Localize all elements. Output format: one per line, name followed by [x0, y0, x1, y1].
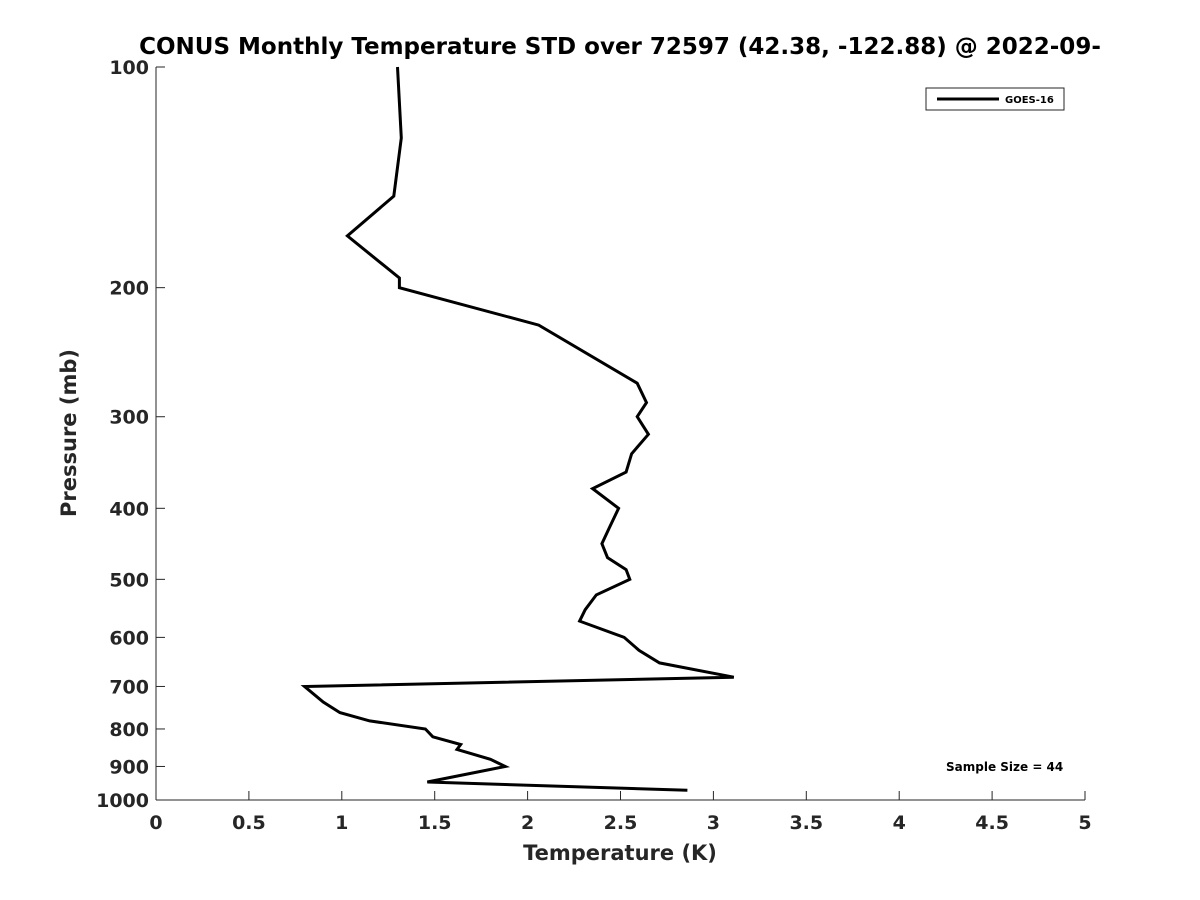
chart-title: CONUS Monthly Temperature STD over 72597… [139, 34, 1101, 60]
y-axis: 100 200 300 400 500 600 700 800 900 1000 [96, 57, 165, 812]
y-tick-label: 400 [109, 498, 149, 520]
y-tick-label: 800 [109, 719, 149, 741]
x-tick-label: 4.5 [975, 812, 1009, 834]
legend: GOES-16 [925, 87, 1065, 111]
x-tick-label: 5 [1078, 812, 1091, 834]
x-axis-label: Temperature (K) [523, 841, 717, 865]
y-tick-label: 900 [109, 756, 149, 778]
x-tick-label: 3.5 [789, 812, 823, 834]
y-tick-label: 500 [109, 569, 149, 591]
x-tick-label: 0 [149, 812, 162, 834]
y-axis-label: Pressure (mb) [57, 349, 81, 517]
x-tick-label: 1.5 [418, 812, 452, 834]
y-tick-label: 200 [109, 278, 149, 300]
sample-size-annotation: Sample Size = 44 [946, 760, 1063, 774]
y-tick-label: 600 [109, 627, 149, 649]
y-tick-label: 100 [109, 57, 149, 79]
x-tick-label: 0.5 [232, 812, 266, 834]
series-layer [300, 66, 735, 792]
x-axis: 0 0.5 1 1.5 2 2.5 3 3.5 4 4.5 5 [149, 791, 1092, 834]
legend-entry-label: GOES-16 [1005, 95, 1054, 106]
x-tick-label: 3 [707, 812, 720, 834]
x-tick-label: 2.5 [604, 812, 638, 834]
x-tick-label: 4 [893, 812, 906, 834]
y-tick-label: 300 [109, 407, 149, 429]
x-tick-label: 2 [521, 812, 534, 834]
series-line-goes-16 [300, 66, 735, 792]
plot-area [156, 67, 1085, 800]
x-tick-label: 1 [335, 812, 348, 834]
y-tick-label: 1000 [96, 790, 149, 812]
y-tick-label: 700 [109, 676, 149, 698]
